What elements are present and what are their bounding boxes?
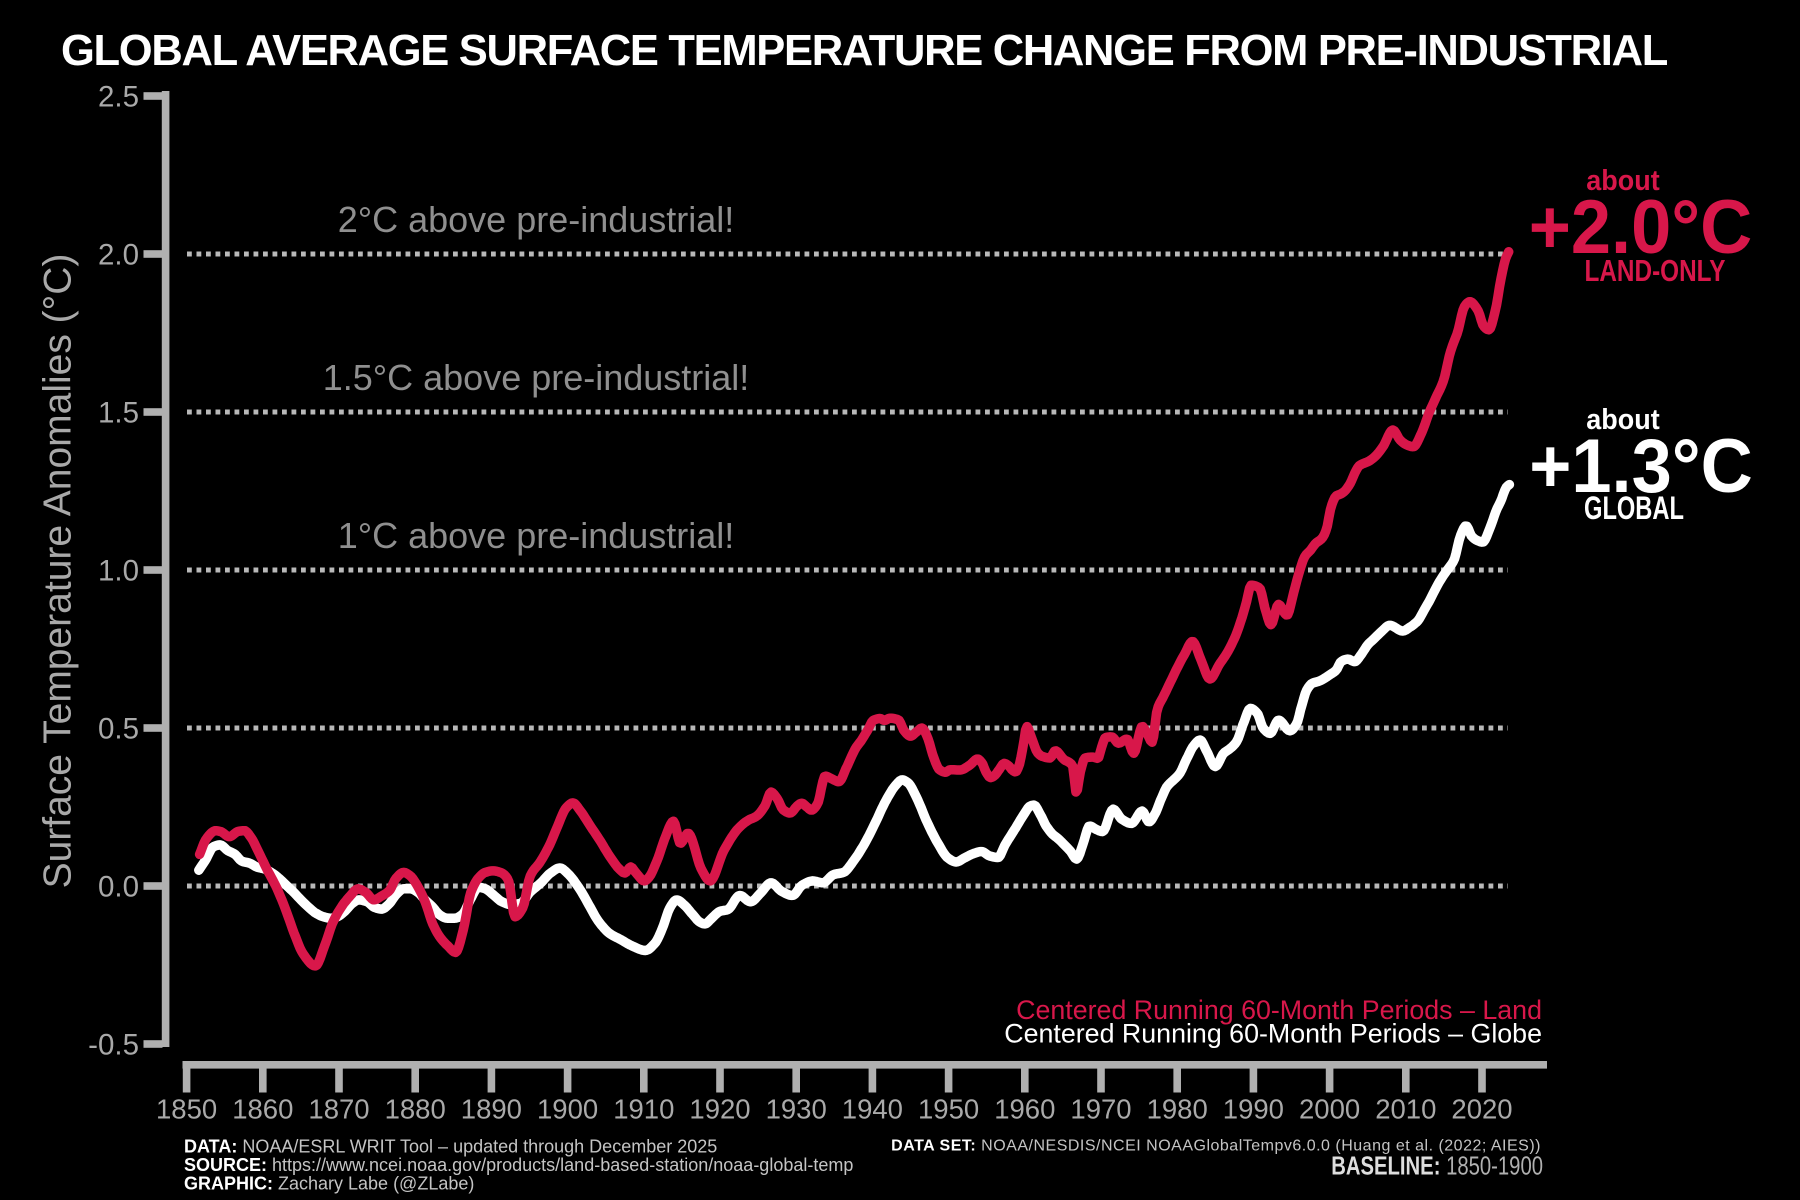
svg-text:1.0: 1.0 <box>98 555 139 588</box>
svg-text:GLOBAL: GLOBAL <box>1584 491 1684 526</box>
svg-text:Centered Running 60-Month Peri: Centered Running 60-Month Periods – Land <box>1016 995 1542 1025</box>
svg-text:1950: 1950 <box>918 1094 979 1125</box>
svg-text:2.5: 2.5 <box>98 81 139 114</box>
svg-text:2°C above pre-industrial!: 2°C above pre-industrial! <box>338 199 735 240</box>
svg-text:Centered Running 60-Month Peri: Centered Running 60-Month Periods – Glob… <box>1004 1019 1542 1049</box>
svg-text:1900: 1900 <box>537 1094 598 1125</box>
svg-text:DATA SET: NOAA/NESDIS/NCEI NOA: DATA SET: NOAA/NESDIS/NCEI NOAAGlobalTem… <box>891 1138 1541 1155</box>
svg-text:1°C above pre-industrial!: 1°C above pre-industrial! <box>338 515 735 556</box>
svg-text:1930: 1930 <box>766 1094 827 1125</box>
svg-text:LAND-ONLY: LAND-ONLY <box>1584 253 1725 287</box>
svg-text:1990: 1990 <box>1223 1094 1284 1125</box>
svg-text:1910: 1910 <box>613 1094 674 1125</box>
svg-text:-0.5: -0.5 <box>88 1029 139 1062</box>
svg-text:0.0: 0.0 <box>98 871 139 904</box>
svg-text:1.5°C above pre-industrial!: 1.5°C above pre-industrial! <box>323 357 750 398</box>
svg-text:about: about <box>1586 164 1659 196</box>
svg-text:1880: 1880 <box>385 1094 446 1125</box>
svg-text:1860: 1860 <box>232 1094 293 1125</box>
svg-text:about: about <box>1586 403 1659 435</box>
svg-text:DATA: NOAA/ESRL WRIT Tool – up: DATA: NOAA/ESRL WRIT Tool – updated thro… <box>184 1137 717 1157</box>
svg-text:2000: 2000 <box>1299 1094 1360 1125</box>
svg-text:1970: 1970 <box>1070 1094 1131 1125</box>
svg-text:+1.3°C: +1.3°C <box>1529 423 1753 508</box>
svg-text:1920: 1920 <box>689 1094 750 1125</box>
svg-text:2020: 2020 <box>1451 1094 1512 1125</box>
svg-text:1850: 1850 <box>156 1094 217 1125</box>
svg-text:1960: 1960 <box>994 1094 1055 1125</box>
svg-text:BASELINE: 1850-1900: BASELINE: 1850-1900 <box>1331 1151 1543 1180</box>
svg-text:1940: 1940 <box>842 1094 903 1125</box>
svg-text:1980: 1980 <box>1147 1094 1208 1125</box>
svg-text:SOURCE: https://www.ncei.noaa.: SOURCE: https://www.ncei.noaa.gov/produc… <box>184 1155 853 1175</box>
svg-text:1890: 1890 <box>461 1094 522 1125</box>
svg-text:1.5: 1.5 <box>98 397 139 430</box>
svg-text:GRAPHIC: Zachary Labe (@ZLabe): GRAPHIC: Zachary Labe (@ZLabe) <box>184 1174 474 1194</box>
svg-text:1870: 1870 <box>308 1094 369 1125</box>
svg-text:Surface Temperature Anomalies: Surface Temperature Anomalies (°C) <box>36 254 79 889</box>
svg-text:+2.0°C: +2.0°C <box>1529 184 1753 269</box>
svg-text:2.0: 2.0 <box>98 239 139 272</box>
svg-text:2010: 2010 <box>1375 1094 1436 1125</box>
svg-text:0.5: 0.5 <box>98 713 139 746</box>
